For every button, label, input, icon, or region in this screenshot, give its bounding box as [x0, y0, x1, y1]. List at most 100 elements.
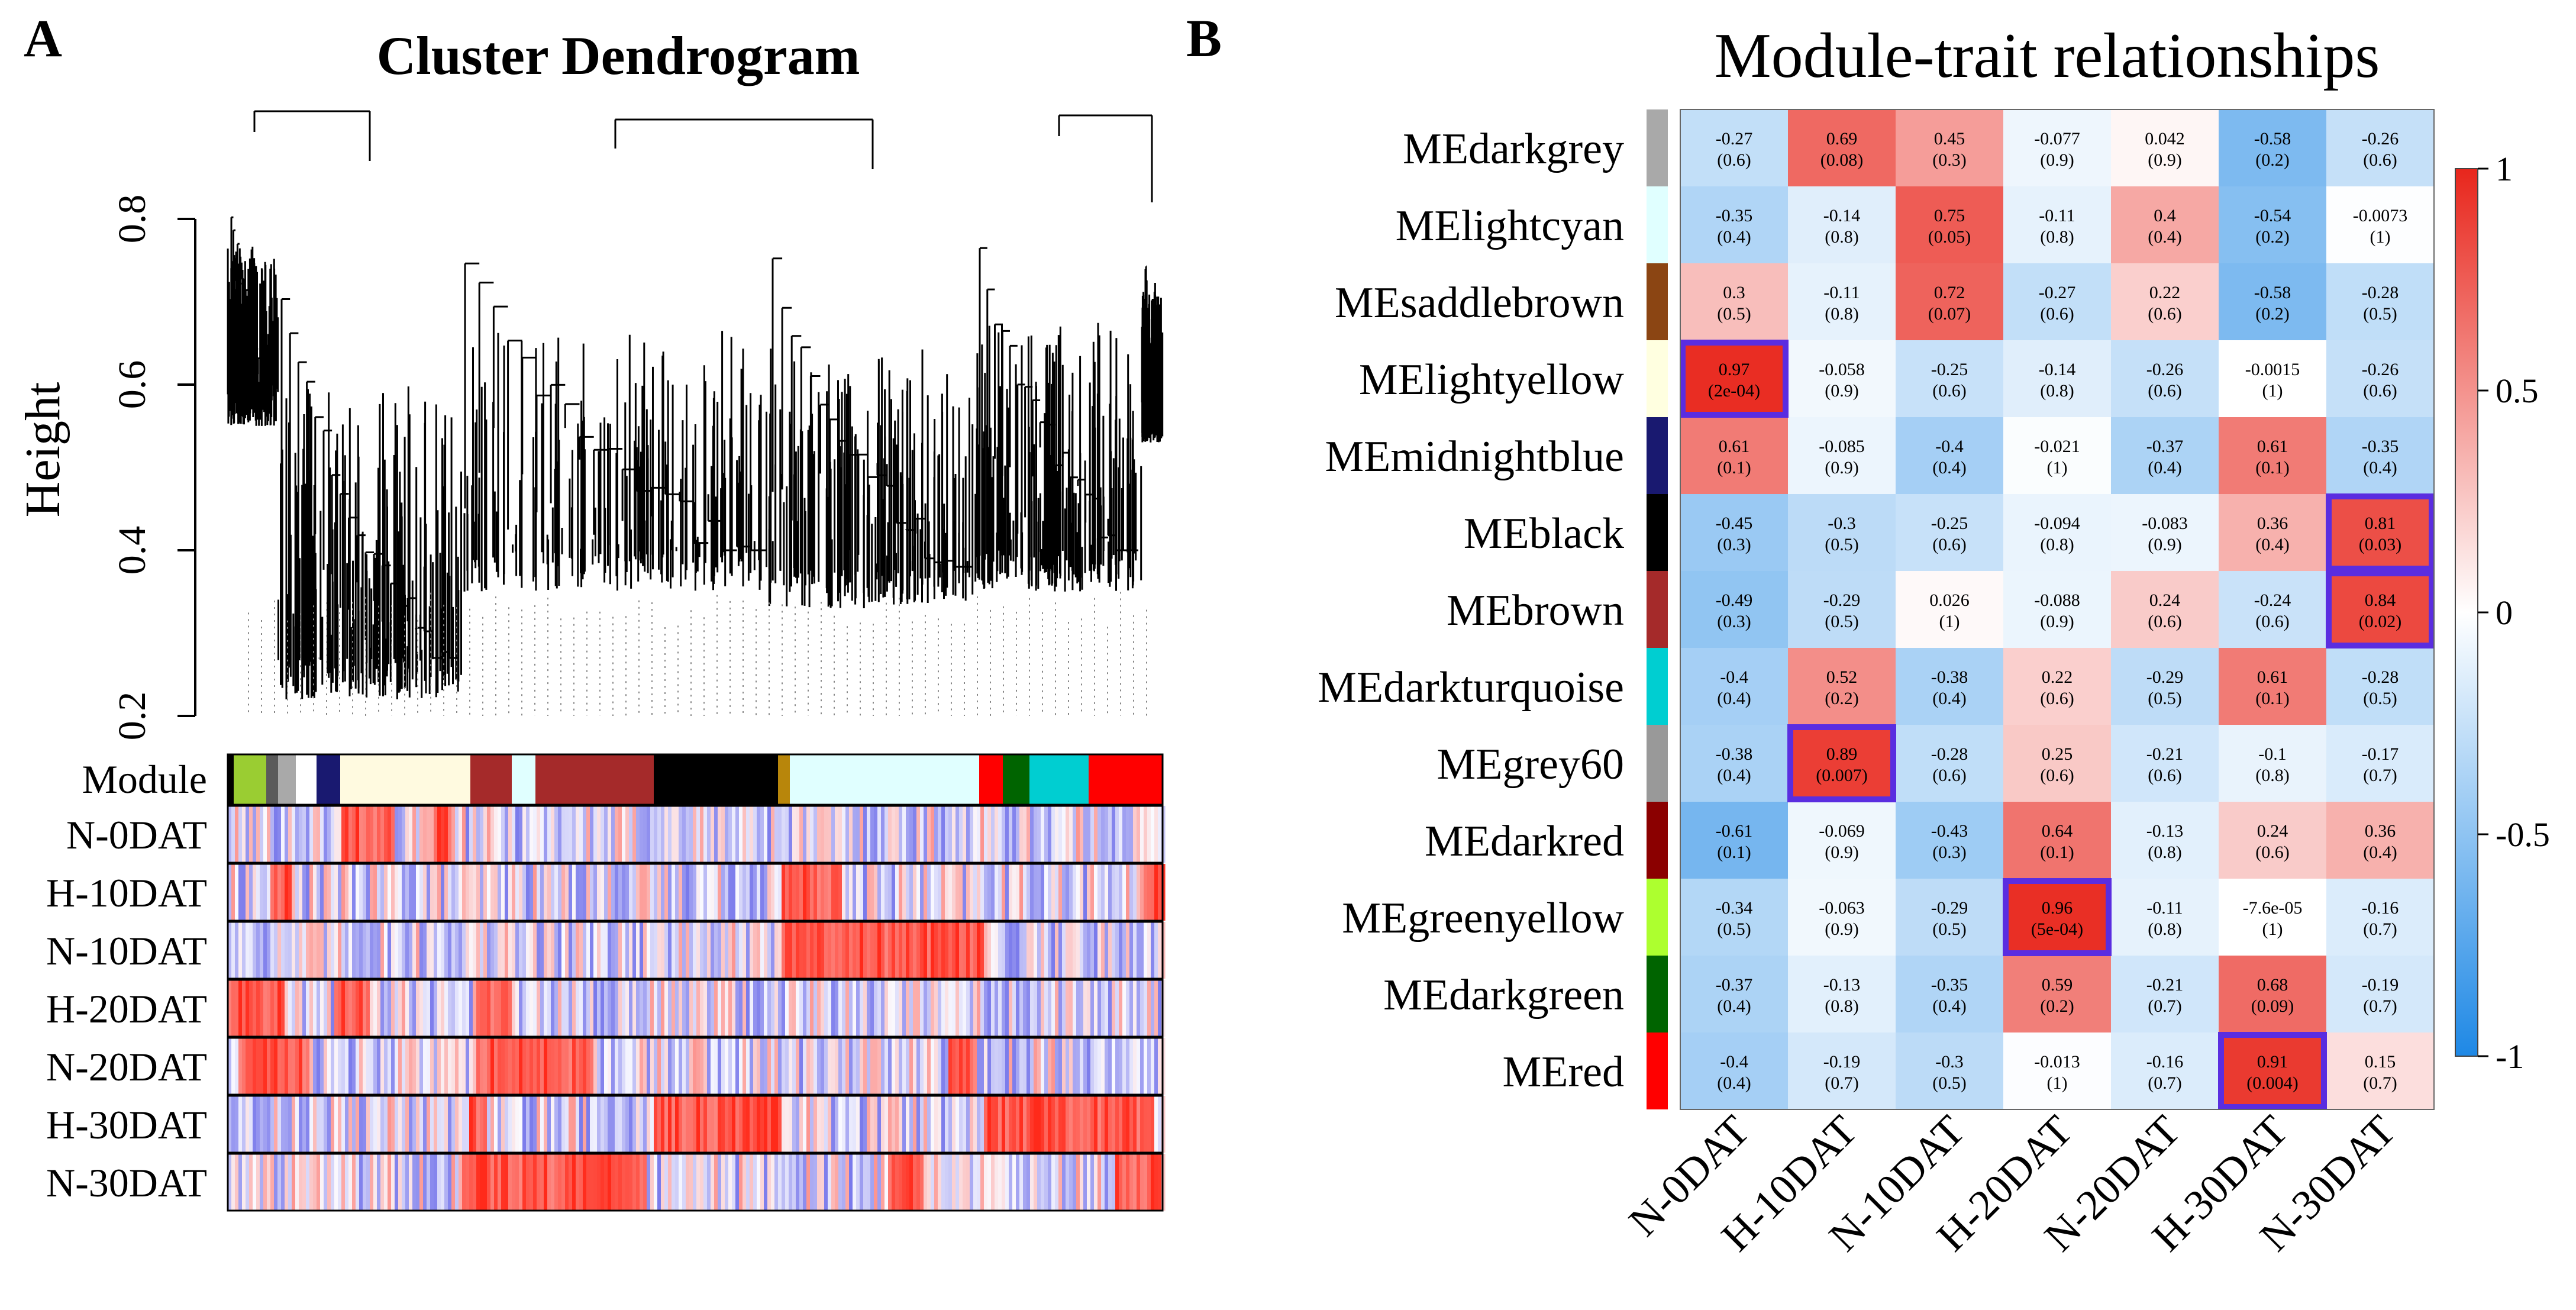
heatmap-cell — [2326, 802, 2435, 879]
trait-strip-cell — [689, 1096, 693, 1153]
trait-strip-cell — [302, 1096, 306, 1153]
trait-strip-cell — [636, 1096, 640, 1153]
trait-strip-cell — [1129, 1154, 1134, 1211]
trait-row-label: N-0DAT — [66, 812, 207, 857]
trait-strip-cell — [892, 864, 896, 921]
trait-strip-cell — [540, 864, 544, 921]
heatmap-cell — [2003, 340, 2112, 418]
trait-strip-cell — [668, 1154, 672, 1211]
trait-strip-cell — [544, 1154, 548, 1211]
trait-strip-cell — [1062, 1154, 1066, 1211]
trait-strip-cell — [1101, 1038, 1105, 1095]
trait-strip-cell — [874, 922, 878, 979]
trait-strip-cell — [732, 1096, 736, 1153]
trait-strip-cell — [398, 1038, 402, 1095]
trait-strip-cell — [1154, 980, 1158, 1037]
trait-strip-cell — [821, 980, 825, 1037]
trait-strip-cell — [377, 922, 381, 979]
trait-strip-cell — [902, 864, 906, 921]
heatmap-cell — [2003, 725, 2112, 802]
trait-strip-cell — [1041, 1096, 1045, 1153]
trait-strip-cell — [881, 1096, 885, 1153]
trait-strip-cell — [593, 922, 598, 979]
trait-strip-cell — [462, 864, 466, 921]
module-color-swatch — [1647, 186, 1668, 263]
trait-strip-cell — [1105, 1096, 1109, 1153]
trait-strip-cell — [487, 980, 491, 1037]
trait-strip-cell — [246, 922, 250, 979]
trait-strip-cell — [270, 1154, 275, 1211]
trait-strip-cell — [1133, 1154, 1137, 1211]
heatmap-cell — [2219, 263, 2327, 341]
trait-strip-cell — [537, 1038, 541, 1095]
trait-strip-cell — [874, 864, 878, 921]
trait-strip-cell — [1069, 1096, 1073, 1153]
trait-strip-cell — [622, 806, 626, 863]
trait-strip-cell — [1129, 864, 1134, 921]
trait-strip-cell — [927, 980, 931, 1037]
trait-strip-cell — [672, 806, 676, 863]
trait-strip-cell — [1005, 1038, 1009, 1095]
trait-strip-cell — [679, 922, 683, 979]
trait-strip-cell — [856, 1096, 860, 1153]
trait-strip-cell — [558, 1038, 562, 1095]
trait-strip-cell — [412, 980, 417, 1037]
trait-strip-cell — [1126, 922, 1130, 979]
trait-strip-cell — [537, 1096, 541, 1153]
trait-strip-cell — [416, 864, 420, 921]
trait-strip-cell — [1112, 1154, 1116, 1211]
heatmap-cell — [2003, 956, 2112, 1033]
trait-strip-cell — [409, 980, 413, 1037]
trait-strip-cell — [1087, 864, 1091, 921]
trait-strip-cell — [430, 806, 434, 863]
trait-strip-cell — [636, 864, 640, 921]
trait-strip-cell — [1023, 922, 1027, 979]
heatmap-cell — [1680, 109, 1789, 187]
heatmap-colorbar: 10.50-0.5-1 — [2455, 150, 2550, 1076]
trait-row-label: H-20DAT — [46, 986, 207, 1031]
trait-strip-cell — [945, 922, 949, 979]
trait-strip-cell — [402, 1096, 406, 1153]
trait-strip-cell — [409, 864, 413, 921]
trait-strip-cell — [1144, 806, 1148, 863]
trait-strip-cell — [373, 1154, 377, 1211]
trait-strip-cell — [814, 980, 818, 1037]
trait-strip-cell — [792, 1096, 796, 1153]
trait-strip-cell — [601, 922, 605, 979]
trait-strip-cell — [370, 922, 374, 979]
trait-strip-cell — [505, 1038, 509, 1095]
trait-strip-cell — [863, 864, 867, 921]
trait-strip-cell — [498, 864, 502, 921]
cell-pvalue-label: (0.7) — [2363, 919, 2397, 939]
cell-correlation-label: -0.29 — [1931, 898, 1968, 918]
trait-strip-cell — [451, 1096, 456, 1153]
trait-strip-cell — [672, 864, 676, 921]
trait-strip-cell — [494, 1096, 498, 1153]
trait-strip-cell — [554, 922, 559, 979]
trait-strip-cell — [952, 1154, 956, 1211]
trait-strip-cell — [1115, 922, 1119, 979]
trait-strip-cell — [622, 1154, 626, 1211]
trait-strip-cell — [1051, 1096, 1055, 1153]
trait-strip-cell — [235, 1038, 239, 1095]
cell-pvalue-label: (0.05) — [1928, 227, 1971, 247]
trait-strip-cell — [824, 980, 828, 1037]
trait-strip-cell — [483, 1038, 488, 1095]
trait-strip-cell — [533, 980, 537, 1037]
trait-strip-cell — [746, 864, 750, 921]
trait-strip-cell — [263, 922, 267, 979]
trait-strip-cell — [380, 1096, 385, 1153]
trait-strip-cell — [831, 1038, 835, 1095]
trait-strip-cell — [388, 1096, 392, 1153]
trait-strip-cell — [867, 1096, 871, 1153]
trait-strip-cell — [728, 922, 732, 979]
trait-strip-cell — [1066, 806, 1070, 863]
trait-strip-cell — [1137, 980, 1141, 1037]
trait-strip-cell — [1012, 864, 1016, 921]
trait-strip-cell — [757, 980, 761, 1037]
module-segment — [778, 754, 790, 805]
module-segment — [266, 754, 279, 805]
trait-strip-cell — [601, 806, 605, 863]
trait-strip-cell — [572, 1154, 576, 1211]
trait-strip-cell — [437, 980, 441, 1037]
